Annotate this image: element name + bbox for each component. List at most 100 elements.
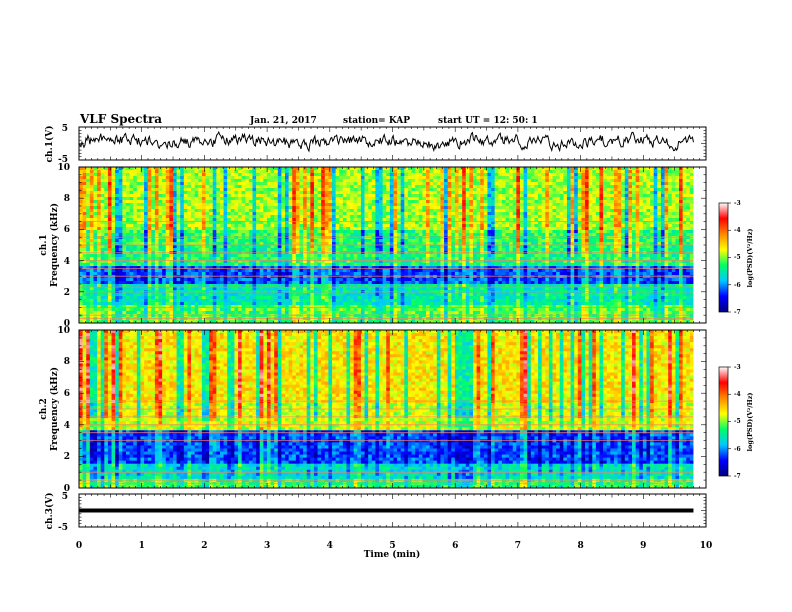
spectrogram-cell bbox=[570, 218, 575, 222]
spectrogram-cell bbox=[310, 191, 315, 195]
spectrogram-cell bbox=[472, 191, 477, 195]
spectrogram-cell bbox=[140, 236, 145, 240]
spectrogram-cell bbox=[165, 230, 170, 234]
spectrogram-cell bbox=[472, 176, 477, 180]
spectrogram-cell bbox=[588, 242, 593, 246]
spectrogram-cell bbox=[527, 182, 532, 186]
spectrogram-cell bbox=[440, 212, 445, 216]
spectrogram-cell bbox=[577, 221, 582, 225]
spectrogram-cell bbox=[342, 218, 347, 222]
spectrogram-cell bbox=[360, 236, 365, 240]
spectrogram-cell bbox=[487, 209, 492, 213]
spectrogram-cell bbox=[527, 224, 532, 228]
spectrogram-cell bbox=[191, 224, 196, 228]
spectrogram-cell bbox=[639, 221, 644, 225]
spectrogram-cell bbox=[599, 245, 604, 249]
spectrogram-cell bbox=[487, 245, 492, 249]
spectrogram-cell bbox=[422, 218, 427, 222]
spectrogram-cell bbox=[563, 209, 568, 213]
spectrogram-cell bbox=[230, 194, 235, 198]
spectrogram-cell bbox=[219, 206, 224, 210]
spectrogram-cell bbox=[425, 170, 430, 174]
spectrogram-cell bbox=[169, 221, 174, 225]
spectrogram-cell bbox=[299, 194, 304, 198]
spectrogram-cell bbox=[133, 233, 138, 237]
spectrogram-cell bbox=[617, 212, 622, 216]
spectrogram-cell bbox=[512, 200, 517, 204]
spectrogram-cell bbox=[592, 206, 597, 210]
spectrogram-cell bbox=[653, 212, 658, 216]
spectrogram-cell bbox=[201, 197, 206, 201]
spectrogram-cell bbox=[104, 248, 109, 252]
spectrogram-cell bbox=[458, 248, 463, 252]
spectrogram-cell bbox=[382, 245, 387, 249]
spectrogram-cell bbox=[469, 230, 474, 234]
spectrogram-cell bbox=[516, 239, 521, 243]
spectrogram-cell bbox=[129, 179, 134, 183]
spectrogram-cell bbox=[642, 203, 647, 207]
spectrogram-cell bbox=[545, 191, 550, 195]
spectrogram-cell bbox=[628, 188, 633, 192]
spectrogram-cell bbox=[530, 224, 535, 228]
spectrogram-cell bbox=[624, 221, 629, 225]
spectrogram-cell bbox=[617, 176, 622, 180]
spectrogram-cell bbox=[295, 233, 300, 237]
spectrogram-cell bbox=[176, 179, 181, 183]
spectrogram-cell bbox=[660, 242, 665, 246]
spectrogram-cell bbox=[183, 179, 188, 183]
spectrogram-cell bbox=[458, 188, 463, 192]
spectrogram-cell bbox=[653, 197, 658, 201]
spectrogram-cell bbox=[386, 188, 391, 192]
spectrogram-cell bbox=[603, 200, 608, 204]
spectrogram-cell bbox=[306, 215, 311, 219]
spectrogram-cell bbox=[577, 233, 582, 237]
spectrogram-cell bbox=[671, 230, 676, 234]
spectrogram-cell bbox=[230, 242, 235, 246]
spectrogram-cell bbox=[371, 236, 376, 240]
spectrogram-cell bbox=[285, 191, 290, 195]
spectrogram-cell bbox=[660, 188, 665, 192]
spectrogram-cell bbox=[180, 242, 185, 246]
spectrogram-cell bbox=[491, 245, 496, 249]
spectrogram-cell bbox=[274, 170, 279, 174]
spectrogram-cell bbox=[324, 224, 329, 228]
spectrogram-cell bbox=[277, 245, 282, 249]
spectrogram-cell bbox=[639, 242, 644, 246]
spectrogram-cell bbox=[151, 191, 156, 195]
spectrogram-cell bbox=[483, 173, 488, 177]
spectrogram-cell bbox=[191, 221, 196, 225]
spectrogram-cell bbox=[606, 191, 611, 195]
spectrogram-cell bbox=[425, 188, 430, 192]
spectrogram-cell bbox=[541, 230, 546, 234]
spectrogram-cell bbox=[660, 248, 665, 252]
spectrogram-cell bbox=[429, 224, 434, 228]
spectrogram-cell bbox=[194, 203, 199, 207]
spectrogram-cell bbox=[238, 194, 243, 198]
spectrogram-cell bbox=[613, 218, 618, 222]
spectrogram-cell bbox=[89, 248, 94, 252]
spectrogram-cell bbox=[501, 185, 506, 189]
spectrogram-cell bbox=[628, 242, 633, 246]
spectrogram-cell bbox=[512, 233, 517, 237]
spectrogram-cell bbox=[191, 188, 196, 192]
spectrogram-cell bbox=[295, 227, 300, 231]
spectrogram-cell bbox=[353, 170, 358, 174]
spectrogram-cell bbox=[675, 203, 680, 207]
spectrogram-cell bbox=[411, 203, 416, 207]
spectrogram-cell bbox=[429, 179, 434, 183]
spectrogram-cell bbox=[129, 242, 134, 246]
spectrogram-cell bbox=[379, 212, 384, 216]
spectrogram-cell bbox=[122, 203, 127, 207]
spectrogram-cell bbox=[588, 197, 593, 201]
spectrogram-cell bbox=[425, 167, 430, 171]
spectrogram-cell bbox=[668, 197, 673, 201]
spectrogram-cell bbox=[205, 227, 210, 231]
spectrogram-cell bbox=[346, 236, 351, 240]
spectrogram-cell bbox=[581, 167, 586, 171]
spectrogram-cell bbox=[407, 209, 412, 213]
spectrogram-cell bbox=[162, 239, 167, 243]
spectrogram-cell bbox=[494, 203, 499, 207]
spectrogram-cell bbox=[165, 233, 170, 237]
spectrogram-cell bbox=[538, 203, 543, 207]
spectrogram-cell bbox=[664, 182, 669, 186]
